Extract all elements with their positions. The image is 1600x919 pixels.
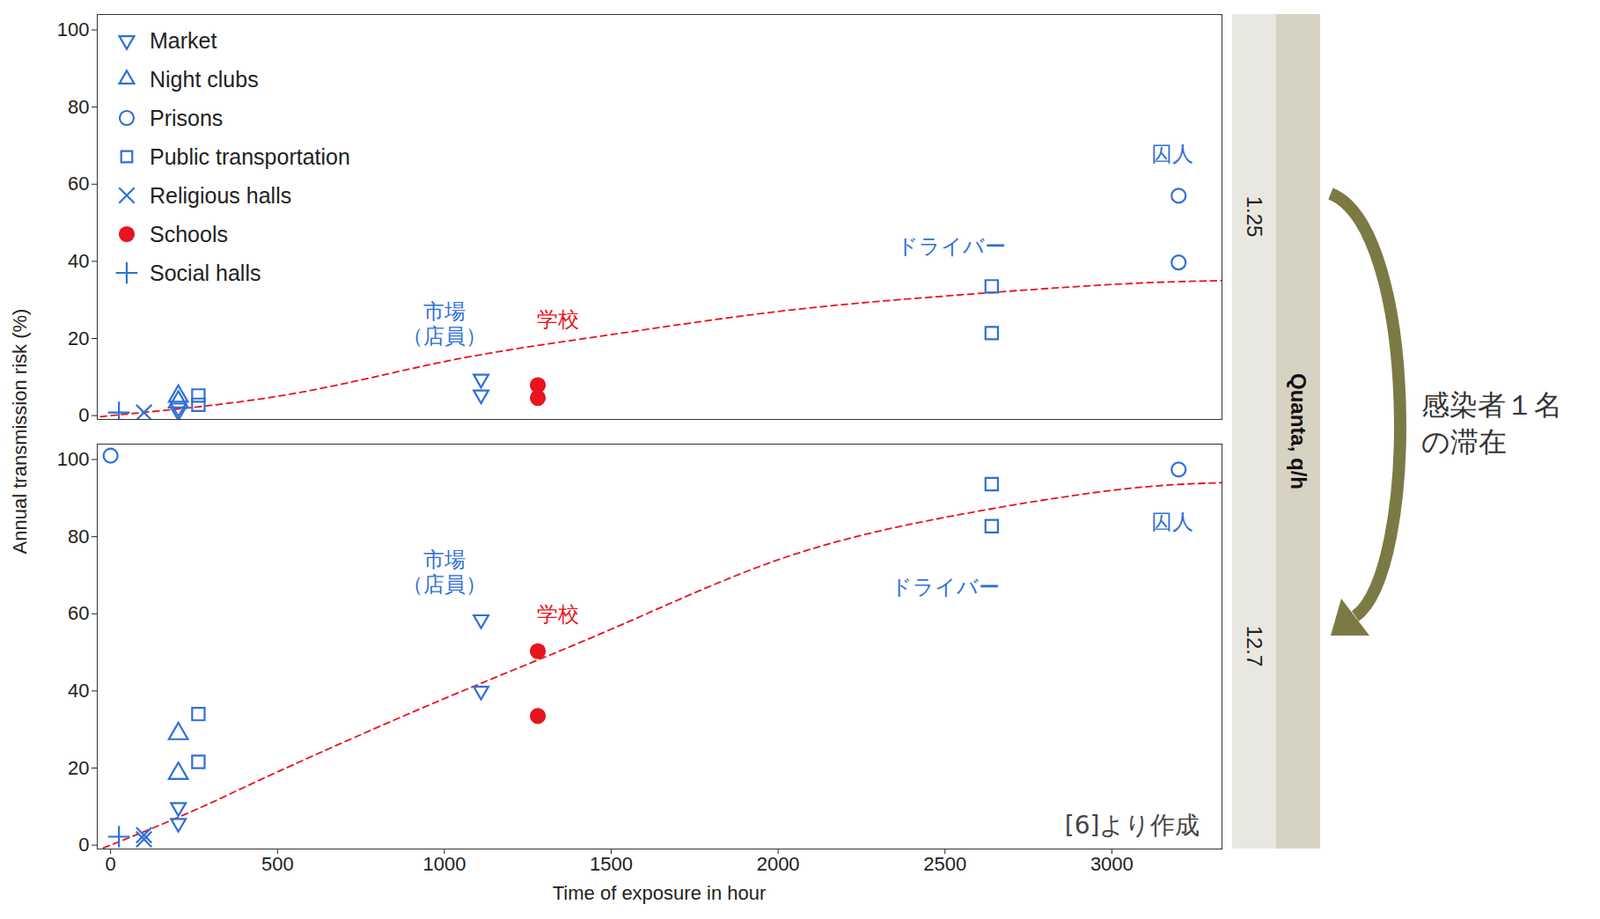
- svg-text:80: 80: [67, 95, 89, 118]
- svg-text:Religious halls: Religious halls: [149, 183, 292, 208]
- svg-text:20: 20: [67, 327, 89, 350]
- svg-text:市場（店員）: 市場（店員）: [402, 547, 487, 597]
- svg-text:100: 100: [57, 18, 90, 41]
- svg-text:40: 40: [67, 679, 89, 702]
- svg-text:0: 0: [105, 852, 117, 875]
- svg-text:40: 40: [67, 249, 89, 272]
- svg-text:Market: Market: [149, 28, 217, 53]
- svg-text:Time of exposure in hour: Time of exposure in hour: [552, 881, 767, 904]
- svg-text:Social halls: Social halls: [149, 260, 261, 286]
- svg-text:ドライバー: ドライバー: [896, 234, 1006, 259]
- svg-text:Prisons: Prisons: [149, 105, 223, 131]
- svg-text:ドライバー: ドライバー: [890, 574, 1000, 600]
- svg-text:3000: 3000: [1090, 852, 1134, 875]
- svg-text:500: 500: [261, 852, 294, 875]
- svg-text:2000: 2000: [756, 852, 800, 875]
- svg-text:20: 20: [67, 756, 89, 779]
- svg-text:Schools: Schools: [149, 221, 228, 247]
- svg-text:0: 0: [78, 403, 89, 426]
- svg-text:1500: 1500: [589, 852, 633, 875]
- svg-text:60: 60: [67, 601, 89, 624]
- svg-text:Quanta, q/h: Quanta, q/h: [1286, 373, 1311, 490]
- svg-text:学校: 学校: [536, 601, 580, 627]
- svg-text:60: 60: [67, 172, 89, 195]
- svg-text:Annual transmission risk (%): Annual transmission risk (%): [8, 308, 31, 555]
- svg-text:1.25: 1.25: [1242, 196, 1267, 238]
- svg-text:80: 80: [67, 525, 89, 548]
- svg-text:市場（店員）: 市場（店員）: [402, 299, 487, 349]
- svg-text:囚人: 囚人: [1151, 509, 1194, 535]
- svg-text:2500: 2500: [923, 852, 967, 875]
- svg-text:0: 0: [78, 833, 89, 856]
- svg-text:100: 100: [57, 447, 90, 470]
- svg-text:囚人: 囚人: [1151, 141, 1194, 167]
- svg-text:Public transportation: Public transportation: [149, 144, 351, 169]
- svg-text:学校: 学校: [536, 307, 580, 332]
- svg-text:12.7: 12.7: [1242, 625, 1267, 668]
- svg-text:[6]より作成: [6]より作成: [1064, 810, 1201, 840]
- svg-text:Night clubs: Night clubs: [149, 66, 259, 92]
- svg-text:1000: 1000: [422, 852, 466, 875]
- html-text:感染者１名の滞在: 感染者１名の滞在: [1421, 388, 1563, 459]
